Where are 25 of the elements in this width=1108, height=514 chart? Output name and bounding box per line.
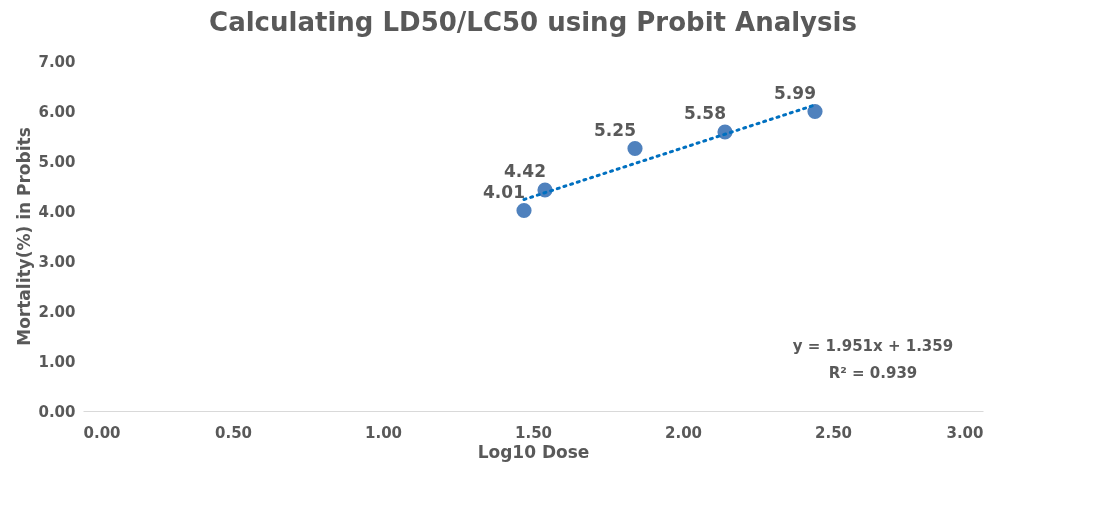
y-tick-label: 2.00 xyxy=(38,302,76,321)
x-tick-label: 0.50 xyxy=(214,423,253,442)
x-tick-label: 1.00 xyxy=(364,423,403,442)
annotation: y = 1.951x + 1.359 xyxy=(792,337,954,355)
chart-title: Calculating LD50/LC50 using Probit Analysis xyxy=(209,7,857,37)
x-axis-title: Log10 Dose xyxy=(477,441,590,462)
x-tick-label: 3.00 xyxy=(946,423,984,442)
y-tick-label: 5.00 xyxy=(38,152,76,171)
annotation: R² = 0.939 xyxy=(828,364,918,382)
data-label: 5.25 xyxy=(594,119,636,140)
x-tick-label: 2.00 xyxy=(664,423,703,442)
y-tick-label: 0.00 xyxy=(38,402,76,421)
y-tick-label: 4.00 xyxy=(38,202,76,221)
data-label: 4.01 xyxy=(483,181,525,202)
y-tick-label: 3.00 xyxy=(38,252,76,271)
y-axis-title: Mortality(%) in Probits xyxy=(14,127,35,346)
x-tick-label: 0.00 xyxy=(83,423,121,442)
y-tick-label: 6.00 xyxy=(38,102,76,121)
x-tick-label: 1.50 xyxy=(514,423,553,442)
data-label: 5.58 xyxy=(684,103,726,123)
data-label: 4.42 xyxy=(504,161,546,181)
x-tick-label: 2.50 xyxy=(814,423,853,442)
y-tick-label: 1.00 xyxy=(38,352,76,371)
y-tick-label: 7.00 xyxy=(38,52,76,71)
data-label: 5.99 xyxy=(774,82,816,103)
